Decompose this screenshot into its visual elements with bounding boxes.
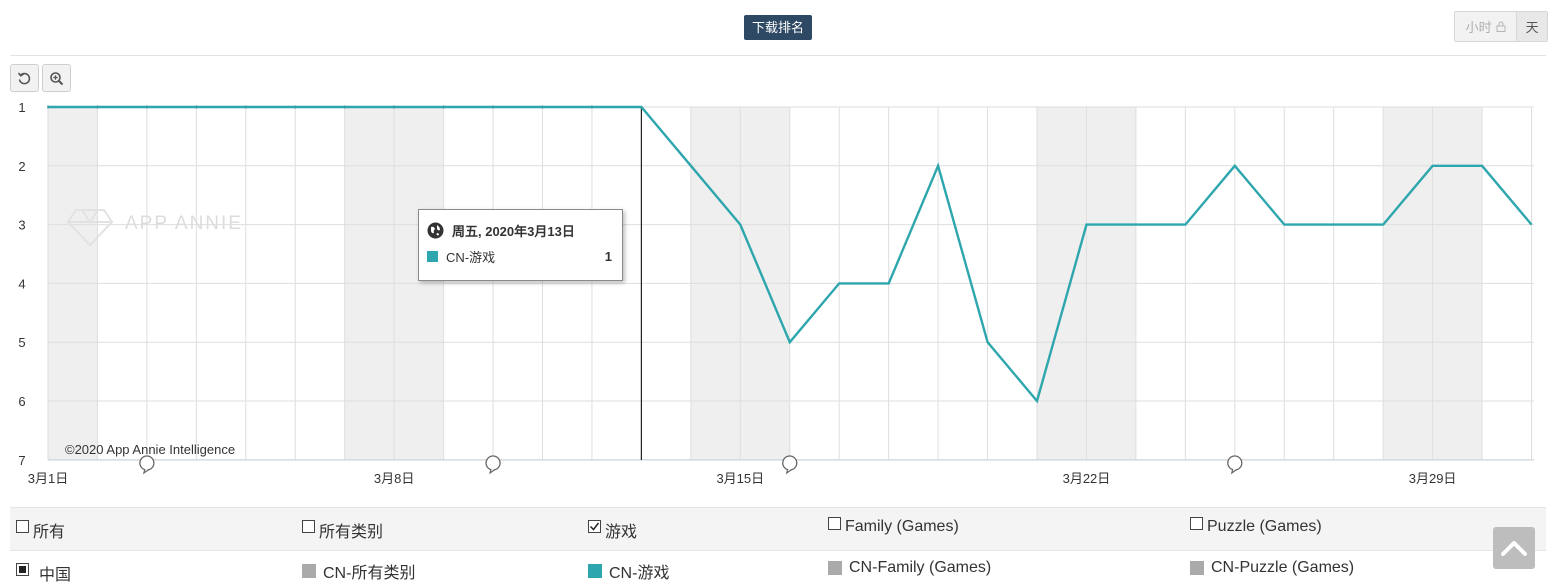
series-swatch [302,564,316,578]
checkbox[interactable] [1190,516,1203,530]
legend-item-all-categories[interactable]: 所有类别 [302,518,383,542]
checkmark-icon [589,522,600,531]
y-tick-label: 5 [18,335,25,350]
tooltip-date: 周五, 2020年3月13日 [452,223,575,239]
time-granularity-toggle[interactable]: 小时 天 [1454,11,1548,42]
zoom-icon [50,71,64,85]
legend-item-family-games[interactable]: Family (Games) [828,516,959,536]
legend-label: 游戏 [605,524,638,541]
tooltip-series-swatch [427,251,438,262]
hour-option-label: 小时 [1465,20,1492,35]
x-tick-label: 3月29日 [1409,471,1457,486]
event-marker-icon[interactable] [485,455,501,475]
series-item-cn-family[interactable]: CN-Family (Games) [828,559,991,577]
chevron-up-icon [1501,541,1527,556]
checkbox[interactable] [302,519,315,533]
day-option[interactable]: 天 [1517,12,1547,41]
y-tick-label: 6 [18,394,25,409]
legend-label: 所有类别 [319,524,384,541]
checkbox[interactable] [828,516,841,530]
y-tick-label: 2 [18,159,25,174]
copyright-credit: ©2020 App Annie Intelligence [65,442,235,457]
header-divider [10,55,1546,56]
zoom-button[interactable] [42,64,71,92]
series-swatch [828,561,842,575]
country-label: 中国 [39,567,72,584]
series-item-cn-games[interactable]: CN-游戏 [588,559,669,583]
series-swatch [588,564,602,578]
hour-option[interactable]: 小时 [1455,12,1518,41]
series-item-cn-puzzle[interactable]: CN-Puzzle (Games) [1190,559,1354,577]
series-label: CN-Family (Games) [849,559,992,576]
x-tick-label: 3月8日 [374,471,414,486]
legend-category-row [10,507,1546,551]
series-swatch [1190,561,1204,575]
legend-item-puzzle-games[interactable]: Puzzle (Games) [1190,516,1322,536]
legend-label: 所有 [33,524,66,541]
series-label: CN-所有类别 [323,565,416,582]
y-tick-label: 4 [18,276,25,291]
chart-title-badge: 下载排名 [744,15,812,40]
reset-zoom-button[interactable] [10,64,39,92]
event-marker-icon[interactable] [782,455,798,475]
legend-item-all[interactable]: 所有 [16,518,65,542]
x-tick-label: 3月15日 [716,471,764,486]
legend-label: Family (Games) [845,518,959,535]
tooltip-value: 1 [604,249,612,264]
tooltip-series-label: CN-游戏 [446,250,496,265]
app-annie-watermark: APP ANNIE [66,209,243,247]
checkbox-checked[interactable] [588,519,601,533]
legend-label: Puzzle (Games) [1207,518,1322,535]
checkbox[interactable] [16,519,29,533]
series-label: CN-Puzzle (Games) [1211,559,1355,576]
lock-icon [1496,21,1506,32]
scroll-to-top-button[interactable] [1493,527,1535,569]
legend-item-country-china[interactable]: 中国 [16,561,71,585]
y-tick-label: 7 [18,453,25,468]
event-marker-icon[interactable] [139,455,155,475]
x-tick-label: 3月1日 [28,471,68,486]
reset-zoom-icon [17,71,31,84]
event-marker-icon[interactable] [1227,455,1243,475]
series-item-cn-all[interactable]: CN-所有类别 [302,559,415,583]
series-label: CN-游戏 [609,565,670,582]
checkbox-indeterminate[interactable] [16,562,29,576]
svg-text:APP ANNIE: APP ANNIE [125,213,243,234]
x-tick-label: 3月22日 [1063,471,1111,486]
chart-tooltip: 周五, 2020年3月13日 CN-游戏 1 [418,209,623,281]
legend-item-games[interactable]: 游戏 [588,518,637,542]
y-tick-label: 3 [18,218,25,233]
y-tick-label: 1 [18,100,25,115]
globe-icon [427,222,444,238]
